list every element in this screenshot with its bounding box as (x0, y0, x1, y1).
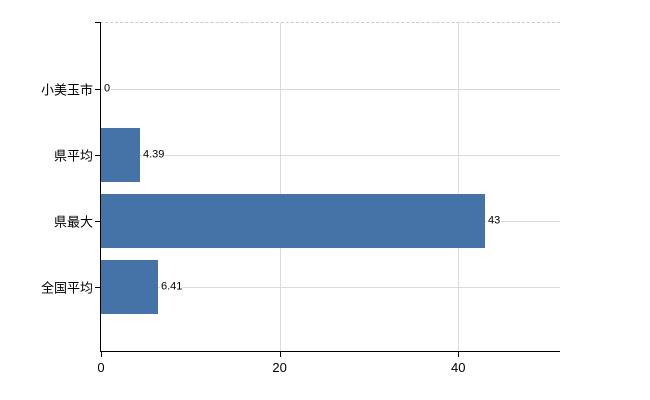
bar-value-label: 6.41 (160, 280, 184, 294)
x-tick-label: 40 (451, 360, 466, 375)
h-gridline (101, 155, 560, 156)
bar-value-label: 4.39 (142, 148, 166, 162)
bar (101, 194, 485, 248)
y-axis-tick (95, 287, 101, 288)
y-axis-tick (95, 89, 101, 90)
x-axis-tick (279, 351, 281, 357)
h-gridline (101, 287, 560, 288)
x-axis-tick (101, 351, 102, 357)
bar (101, 260, 158, 314)
bar-value-label: 0 (103, 82, 112, 96)
v-gridline (458, 23, 460, 351)
x-axis-tick (458, 351, 460, 357)
category-label: 県平均 (53, 148, 93, 164)
bar (101, 128, 140, 182)
y-axis-end-tick (95, 22, 101, 23)
category-label: 全国平均 (40, 280, 93, 296)
y-axis-tick (95, 221, 101, 222)
y-axis-tick (95, 155, 101, 156)
plot-area: 0 20 40 小美玉市 0 県平均 4.39 県最大 43 全国平均 6.41 (41, 22, 560, 375)
v-gridline (279, 23, 281, 351)
h-gridline (101, 89, 560, 90)
bar-value-label: 43 (487, 214, 502, 228)
category-label: 小美玉市 (40, 82, 93, 98)
category-label: 県最大 (53, 214, 93, 230)
x-tick-label: 20 (272, 360, 287, 375)
x-tick-label: 0 (97, 360, 105, 375)
